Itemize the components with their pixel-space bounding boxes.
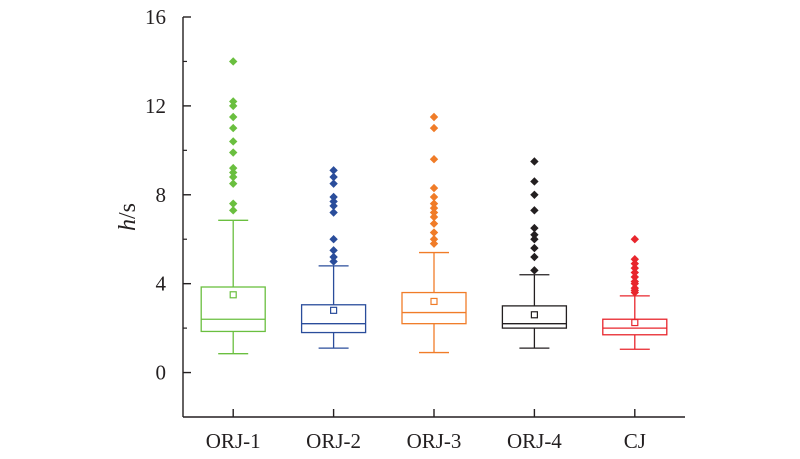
- box-orj-4: [501, 157, 568, 349]
- outlier-point: [429, 155, 439, 164]
- outlier-point: [429, 235, 439, 244]
- y-tick-label: 0: [156, 361, 167, 385]
- box-cj: [602, 235, 668, 350]
- outlier-point: [429, 208, 439, 217]
- mean-marker: [229, 291, 237, 299]
- outlier-point: [329, 257, 338, 266]
- outlier-point: [329, 201, 338, 211]
- outlier-point: [630, 268, 639, 277]
- y-axis-title: h/s: [115, 203, 141, 231]
- plot-area: [200, 57, 668, 355]
- outlier-point: [329, 246, 338, 255]
- outlier-point: [429, 203, 439, 213]
- mean-marker: [430, 297, 438, 306]
- outlier-point: [229, 112, 238, 122]
- outlier-point: [429, 228, 439, 237]
- outlier-point: [329, 252, 338, 262]
- mean-marker: [330, 306, 338, 314]
- outlier-point: [329, 179, 338, 188]
- iqr-box: [200, 286, 266, 333]
- outlier-point: [329, 172, 338, 182]
- outlier-point: [329, 166, 338, 175]
- outlier-point: [429, 199, 439, 208]
- mean-marker: [631, 318, 639, 327]
- outlier-point: [429, 183, 439, 193]
- outlier-point: [530, 243, 539, 253]
- outlier-point: [630, 263, 639, 273]
- y-tick-label: 12: [145, 94, 166, 118]
- outlier-point: [229, 148, 238, 157]
- iqr-box: [300, 304, 367, 334]
- outlier-point: [429, 112, 439, 122]
- x-tick-label: ORJ-3: [407, 429, 462, 453]
- outlier-point: [630, 235, 639, 244]
- outlier-point: [229, 163, 238, 173]
- outlier-point: [530, 157, 539, 166]
- box-orj-1: [200, 57, 266, 355]
- axes: 0 4 8 12 16 ORJ-1 ORJ-2 ORJ-3 ORJ-4 CJ: [145, 5, 685, 453]
- box-orj-3: [401, 112, 467, 354]
- iqr-box: [401, 291, 467, 325]
- outlier-point: [630, 255, 639, 264]
- outlier-point: [630, 272, 639, 282]
- outlier-point: [630, 283, 639, 293]
- outlier-point: [229, 168, 238, 177]
- x-tick-label: ORJ-1: [206, 429, 261, 453]
- outlier-point: [429, 219, 439, 228]
- outlier-point: [229, 179, 238, 188]
- outlier-point: [530, 266, 539, 275]
- outlier-point: [229, 206, 238, 215]
- outlier-point: [530, 190, 539, 199]
- outlier-point: [530, 230, 539, 239]
- outlier-point: [329, 197, 338, 206]
- outlier-point: [530, 223, 539, 233]
- outlier-point: [229, 57, 238, 66]
- outlier-point: [530, 206, 539, 215]
- outlier-point: [229, 123, 238, 133]
- iqr-box: [501, 305, 568, 329]
- y-tick-label: 16: [145, 5, 166, 29]
- box-orj-2: [300, 166, 367, 349]
- outlier-point: [530, 177, 539, 186]
- outlier-point: [229, 101, 238, 111]
- y-tick-label: 4: [156, 272, 167, 296]
- y-axis-title-variable: h: [115, 219, 141, 231]
- y-axis-title-unit: /s: [115, 203, 141, 219]
- outlier-point: [229, 172, 238, 182]
- outlier-point: [329, 192, 338, 202]
- y-tick-label: 8: [156, 183, 167, 207]
- outlier-point: [530, 235, 539, 244]
- outlier-point: [429, 212, 439, 222]
- outlier-point: [630, 259, 639, 268]
- x-tick-label: ORJ-4: [507, 429, 562, 453]
- x-tick-label: ORJ-2: [306, 429, 361, 453]
- outlier-point: [329, 235, 338, 244]
- outlier-point: [429, 123, 439, 133]
- outlier-point: [229, 199, 238, 208]
- outlier-point: [229, 137, 238, 146]
- outlier-point: [530, 252, 539, 262]
- x-tick-label: CJ: [624, 429, 646, 453]
- outlier-point: [429, 239, 439, 248]
- outlier-point: [429, 192, 439, 202]
- outlier-point: [329, 208, 338, 217]
- mean-marker: [530, 311, 539, 319]
- outlier-point: [229, 97, 238, 106]
- outlier-point: [630, 277, 639, 286]
